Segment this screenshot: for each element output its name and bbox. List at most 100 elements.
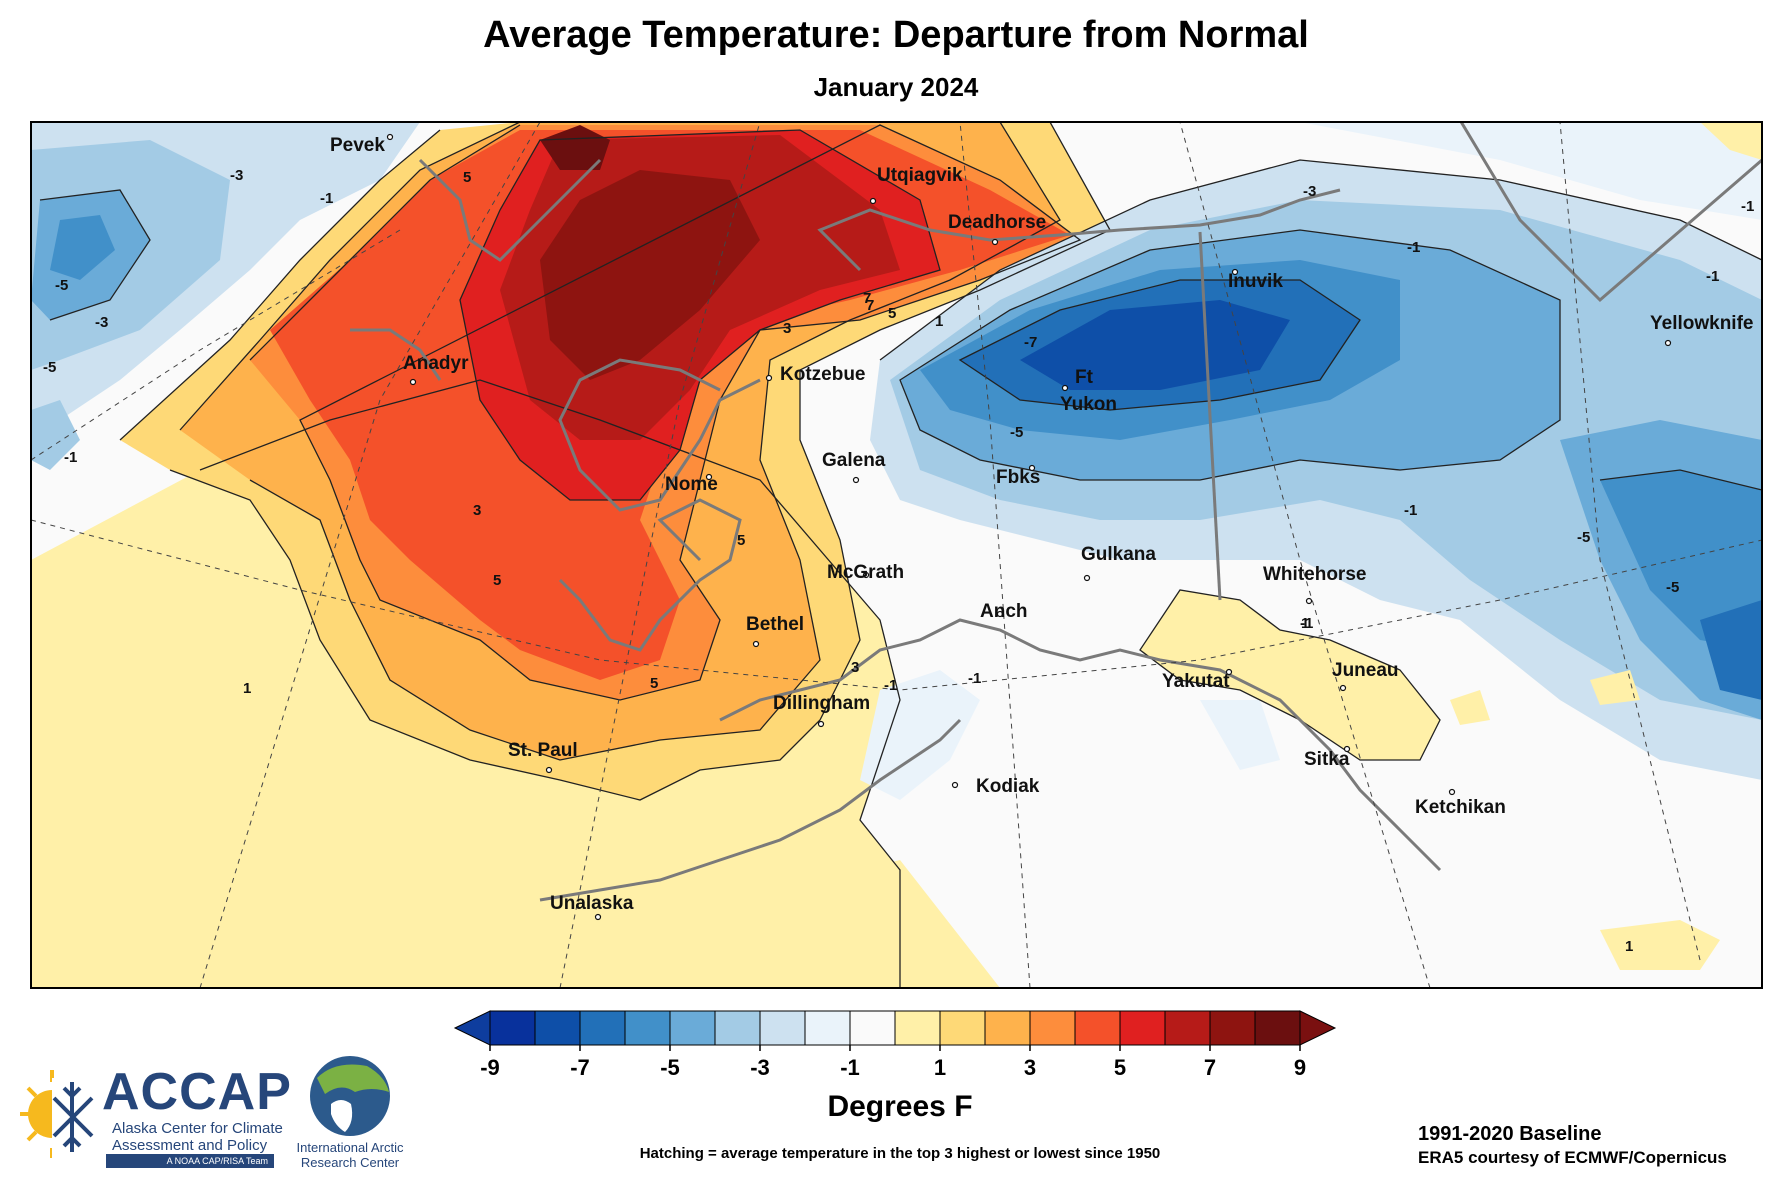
- city-label: Yakutat: [1162, 671, 1230, 692]
- contour-label: -3: [1303, 183, 1316, 200]
- city-label: Kodiak: [976, 776, 1040, 797]
- city-label: Gulkana: [1081, 544, 1156, 565]
- city-marker: [951, 781, 959, 789]
- colorbar-cell: [534, 1010, 581, 1046]
- city-marker: [1225, 668, 1233, 676]
- city-marker: [1061, 384, 1069, 392]
- city-marker: [1664, 339, 1672, 347]
- contour-label: -1: [968, 670, 981, 687]
- colorbar-cell: [669, 1010, 716, 1046]
- contour-label: 1: [1625, 938, 1633, 955]
- city-label: Inuvik: [1228, 271, 1283, 292]
- iarc-logo: International Arctic Research Center: [285, 1052, 415, 1177]
- city-marker: [996, 610, 1004, 618]
- map-frame: [30, 121, 1763, 989]
- contour-label: 1: [243, 680, 251, 697]
- contour-label: -5: [43, 359, 56, 376]
- colorbar-cell: [489, 1010, 536, 1046]
- city-marker: [1343, 745, 1351, 753]
- city-marker: [869, 197, 877, 205]
- contour-label: 5: [650, 675, 658, 692]
- contour-label: -3: [95, 314, 108, 331]
- city-label: Whitehorse: [1263, 564, 1366, 585]
- city-label: Ketchikan: [1415, 797, 1506, 818]
- colorbar-cell: [579, 1010, 626, 1046]
- city-label: Juneau: [1332, 660, 1399, 681]
- colorbar-tick-label: -3: [750, 1055, 770, 1080]
- city-label: Deadhorse: [948, 212, 1046, 233]
- accap-name-line1: Alaska Center for Climate: [112, 1120, 283, 1137]
- baseline-note: 1991-2020 Baseline: [1418, 1123, 1602, 1145]
- contour-label: -7: [1024, 334, 1037, 351]
- contour-label: 5: [463, 169, 471, 186]
- contour-label: -1: [1300, 615, 1313, 632]
- city-labels: Pevek Utqiagvik Deadhorse Inuvik Yellowknife…: [330, 133, 1753, 921]
- iarc-name-line2: Research Center: [300, 1155, 400, 1170]
- city-marker: [545, 766, 553, 774]
- contour-label: -1: [64, 449, 77, 466]
- city-label: Pevek: [330, 135, 385, 156]
- colorbar-cell: [849, 1010, 896, 1046]
- contour-label: -3: [230, 167, 243, 184]
- colorbar-title: Degrees F: [827, 1090, 973, 1123]
- contour-label: -5: [1666, 579, 1679, 596]
- city-label: Anch: [980, 601, 1028, 622]
- graticule: [31, 122, 1762, 988]
- city-marker: [752, 640, 760, 648]
- colorbar-cell: [984, 1010, 1031, 1046]
- contour-label: -1: [1407, 239, 1420, 256]
- colorbar-cell: [1029, 1010, 1076, 1046]
- colorbar-cell: [1074, 1010, 1121, 1046]
- hatching-note: Hatching = average temperature in the to…: [639, 1145, 1161, 1162]
- accap-logo: ACCAP Alaska Center for Climate Assessme…: [14, 1062, 291, 1172]
- city-label: Yellowknife: [1650, 313, 1753, 334]
- city-label: Unalaska: [550, 893, 634, 914]
- city-label: Galena: [822, 450, 886, 471]
- colorbar-cell: [894, 1010, 941, 1046]
- city-label: Utqiagvik: [877, 165, 963, 186]
- colorbar-cell: [1119, 1010, 1166, 1046]
- anomaly-field: [31, 122, 1762, 988]
- colorbar-cell: [1209, 1010, 1256, 1046]
- colorbar-cell: [1164, 1010, 1211, 1046]
- city-marker: [1028, 464, 1036, 472]
- contour-lines: [39, 122, 1762, 988]
- city-marker: [1305, 597, 1313, 605]
- contour-label: -1: [320, 190, 333, 207]
- contour-label: 5: [888, 305, 896, 322]
- contour-label: -1: [1404, 502, 1417, 519]
- city-label: Anadyr: [403, 353, 469, 374]
- accap-tagline: A NOAA CAP/RISA Team: [106, 1154, 274, 1168]
- city-label: Bethel: [746, 614, 804, 635]
- colorbar-tick-label: 3: [1024, 1055, 1036, 1080]
- contour-label: -5: [1010, 424, 1023, 441]
- city-label: Dillingham: [773, 693, 870, 714]
- colorbar-cell: [759, 1010, 806, 1046]
- map-title: Average Temperature: Departure from Norm…: [483, 14, 1309, 56]
- contour-label: -1: [884, 677, 897, 694]
- contour-label: 3: [473, 502, 481, 519]
- globe-icon: [310, 1056, 390, 1136]
- colorbar-tick-label: 7: [1204, 1055, 1216, 1080]
- city-label: St. Paul: [508, 740, 578, 761]
- contour-label: 7: [866, 297, 874, 314]
- colorbar-tick-label: -5: [660, 1055, 680, 1080]
- colorbar-tick-label: -7: [570, 1055, 590, 1080]
- contour-label: 7: [863, 290, 871, 307]
- city-marker: [862, 571, 870, 579]
- contour-label: -1: [1706, 268, 1719, 285]
- contour-label: 3: [783, 320, 791, 337]
- accap-name-line2: Assessment and Policy: [112, 1137, 268, 1154]
- colorbar-tick-label: -9: [480, 1055, 500, 1080]
- contour-label: -5: [55, 277, 68, 294]
- colorbar-cell: [804, 1010, 851, 1046]
- city-marker: [765, 374, 773, 382]
- city-marker: [817, 720, 825, 728]
- coastlines: [350, 122, 1762, 902]
- city-marker: [1448, 788, 1456, 796]
- iarc-name-line1: International Arctic: [296, 1140, 404, 1155]
- sun-snowflake-icon: [20, 1070, 96, 1158]
- colorbar-tick-label: 9: [1294, 1055, 1306, 1080]
